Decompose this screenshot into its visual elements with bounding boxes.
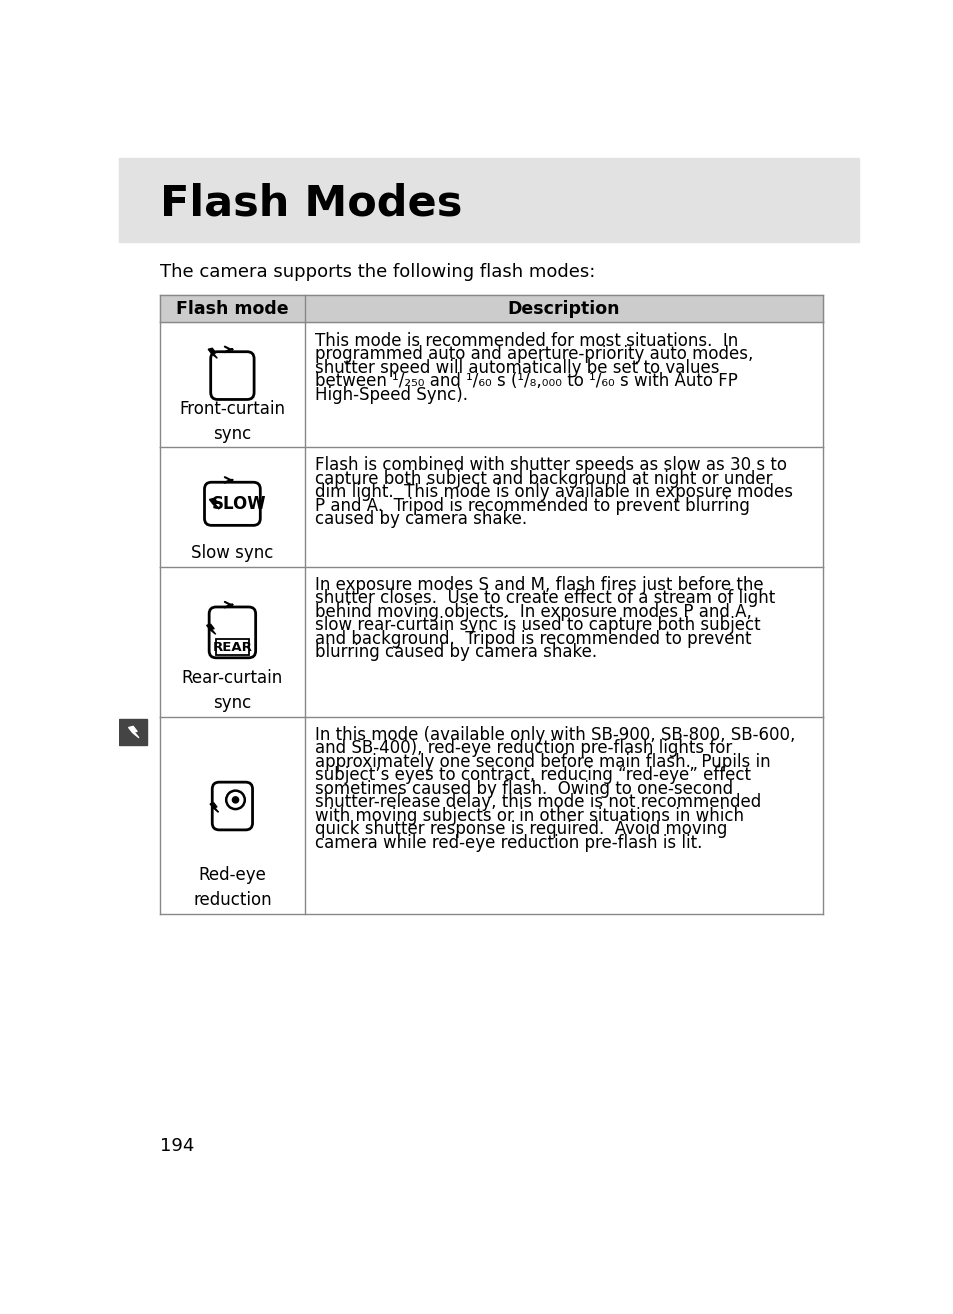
Text: Flash Modes: Flash Modes xyxy=(159,183,461,225)
Text: The camera supports the following flash modes:: The camera supports the following flash … xyxy=(159,263,595,281)
Text: Slow sync: Slow sync xyxy=(191,544,274,561)
Polygon shape xyxy=(210,803,218,812)
Circle shape xyxy=(233,796,238,803)
Text: SLOW: SLOW xyxy=(211,495,266,512)
Polygon shape xyxy=(129,727,139,738)
Text: Flash is combined with shutter speeds as slow as 30 s to: Flash is combined with shutter speeds as… xyxy=(314,456,785,474)
Bar xyxy=(159,322,822,447)
Text: High-Speed Sync).: High-Speed Sync). xyxy=(314,385,467,403)
Text: programmed auto and aperture-priority auto modes,: programmed auto and aperture-priority au… xyxy=(314,346,752,363)
Bar xyxy=(159,294,822,322)
Text: shutter-release delay, this mode is not recommended: shutter-release delay, this mode is not … xyxy=(314,794,760,811)
Text: approximately one second before main flash.  Pupils in: approximately one second before main fla… xyxy=(314,753,769,771)
Text: capture both subject and background at night or under: capture both subject and background at n… xyxy=(314,470,771,487)
Text: with moving subjects or in other situations in which: with moving subjects or in other situati… xyxy=(314,807,742,825)
Text: Front-curtain
sync: Front-curtain sync xyxy=(179,399,285,443)
Text: In this mode (available only with SB-900, SB-800, SB-600,: In this mode (available only with SB-900… xyxy=(314,725,794,744)
Text: and SB-400), red-eye reduction pre-flash lights for: and SB-400), red-eye reduction pre-flash… xyxy=(314,740,731,757)
Text: Description: Description xyxy=(507,300,619,318)
Text: camera while red-eye reduction pre-flash is lit.: camera while red-eye reduction pre-flash… xyxy=(314,834,701,851)
FancyBboxPatch shape xyxy=(209,607,255,658)
Text: slow rear-curtain sync is used to capture both subject: slow rear-curtain sync is used to captur… xyxy=(314,616,760,635)
Text: Flash mode: Flash mode xyxy=(176,300,289,318)
Text: REAR: REAR xyxy=(213,640,253,653)
Text: blurring caused by camera shake.: blurring caused by camera shake. xyxy=(314,643,596,661)
Polygon shape xyxy=(207,624,215,635)
Text: Red-eye
reduction: Red-eye reduction xyxy=(193,866,272,909)
Text: between ¹/₂₅₀ and ¹/₆₀ s (¹/₈,₀₀₀ to ¹/₆₀ s with Auto FP: between ¹/₂₅₀ and ¹/₆₀ s (¹/₈,₀₀₀ to ¹/₆… xyxy=(314,372,737,390)
Polygon shape xyxy=(210,498,219,510)
FancyBboxPatch shape xyxy=(211,352,253,399)
Polygon shape xyxy=(129,727,139,738)
Bar xyxy=(119,719,147,745)
Text: This mode is recommended for most situations.  In: This mode is recommended for most situat… xyxy=(314,331,737,350)
Bar xyxy=(159,716,822,913)
Text: and background.  Tripod is recommended to prevent: and background. Tripod is recommended to… xyxy=(314,629,750,648)
Polygon shape xyxy=(208,348,217,359)
Text: behind moving objects.  In exposure modes P and A,: behind moving objects. In exposure modes… xyxy=(314,603,751,620)
Text: subject’s eyes to contract, reducing “red-eye” effect: subject’s eyes to contract, reducing “re… xyxy=(314,766,750,784)
Bar xyxy=(159,447,822,566)
Text: In exposure modes S and M, flash fires just before the: In exposure modes S and M, flash fires j… xyxy=(314,576,762,594)
Text: dim light.  This mode is only available in exposure modes: dim light. This mode is only available i… xyxy=(314,484,792,502)
FancyBboxPatch shape xyxy=(212,782,253,830)
Bar xyxy=(216,640,249,654)
Text: 194: 194 xyxy=(159,1138,193,1155)
Bar xyxy=(216,640,249,654)
Text: P and A.  Tripod is recommended to prevent blurring: P and A. Tripod is recommended to preven… xyxy=(314,497,749,515)
FancyBboxPatch shape xyxy=(204,482,260,526)
Bar xyxy=(159,566,822,716)
Bar xyxy=(119,158,858,242)
Text: shutter closes.  Use to create effect of a stream of light: shutter closes. Use to create effect of … xyxy=(314,589,774,607)
Text: Rear-curtain
sync: Rear-curtain sync xyxy=(182,669,283,712)
Text: sometimes caused by flash.  Owing to one-second: sometimes caused by flash. Owing to one-… xyxy=(314,779,732,798)
Text: shutter speed will automatically be set to values: shutter speed will automatically be set … xyxy=(314,359,719,377)
Text: quick shutter response is required.  Avoid moving: quick shutter response is required. Avoi… xyxy=(314,820,726,838)
Text: caused by camera shake.: caused by camera shake. xyxy=(314,510,526,528)
